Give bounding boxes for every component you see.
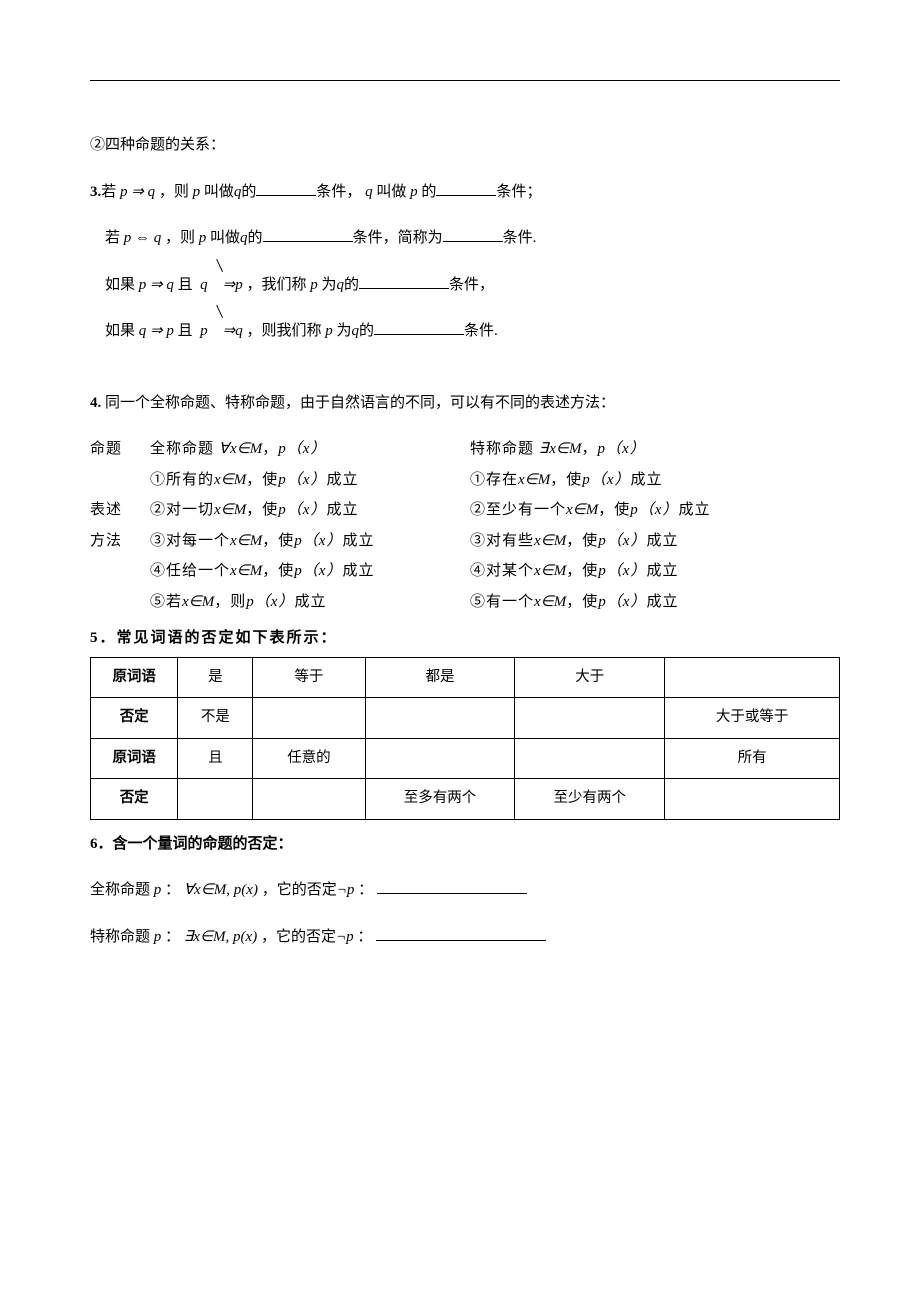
col-label: 命题 — [90, 435, 150, 464]
table-row: 原词语 是 等于 都是 大于 — [91, 657, 840, 698]
item-4-row: 表述 ②对一切x∈M，使p（x）成立 ②至少有一个x∈M，使p（x）成立 — [90, 496, 840, 525]
item-3-line-4: 如果 q ⇒ p 且 p ⇒ q ，则我们称 p 为q的条件. — [90, 317, 840, 346]
item-3-line-2: 若 p ⇔ q ，则 p 叫做q的条件，简称为条件. — [90, 224, 840, 253]
table-row: 否定 不是 大于或等于 — [91, 698, 840, 739]
header-rule — [90, 80, 840, 81]
negation-table: 原词语 是 等于 都是 大于 否定 不是 大于或等于 原词语 且 任意的 所有 … — [90, 657, 840, 820]
item-4-intro: 4. 同一个全称命题、特称命题，由于自然语言的不同，可以有不同的表述方法： — [90, 389, 840, 418]
blank — [359, 273, 449, 289]
item-6-line-1: 全称命题 p ： ∀x∈M, p(x) ，它的否定¬p ： — [90, 876, 840, 905]
item-3-number: 3. — [90, 184, 101, 200]
page-content: ②四种命题的关系： 3.若 p ⇒ q ，则 p 叫做q的条件， q 叫做 p … — [0, 0, 920, 1009]
item-4-row: ④任给一个x∈M，使p（x）成立 ④对某个x∈M，使p（x）成立 — [90, 557, 840, 586]
blank — [436, 180, 496, 196]
not-implies-icon: ⇒ — [208, 271, 236, 300]
item-2: ②四种命题的关系： — [90, 131, 840, 160]
item-6-title: 6．含一个量词的命题的否定： — [90, 830, 840, 859]
blank — [376, 925, 546, 941]
item-3-line-1: 3.若 p ⇒ q ，则 p 叫做q的条件， q 叫做 p 的条件； — [90, 178, 840, 207]
item-4-number: 4. — [90, 395, 101, 411]
blank — [263, 226, 353, 242]
universal-header: 全称命题 ∀x∈M，p（x） — [150, 435, 470, 464]
table-row: 原词语 且 任意的 所有 — [91, 738, 840, 779]
blank — [443, 226, 503, 242]
blank — [374, 319, 464, 335]
item-6-line-2: 特称命题 p ： ∃x∈M, p(x) ，它的否定¬p ： — [90, 923, 840, 952]
item-4-row: ⑤若x∈M，则p（x）成立 ⑤有一个x∈M，使p（x）成立 — [90, 588, 840, 617]
existential-header: 特称命题 ∃x∈M，p（x） — [470, 435, 840, 464]
item-5-title: 5．常见词语的否定如下表所示： — [90, 624, 840, 653]
blank — [256, 180, 316, 196]
item-4-row: ①所有的x∈M，使p（x）成立 ①存在x∈M，使p（x）成立 — [90, 466, 840, 495]
item-4-row: 方法 ③对每一个x∈M，使p（x）成立 ③对有些x∈M，使p（x）成立 — [90, 527, 840, 556]
item-4-header-row: 命题 全称命题 ∀x∈M，p（x） 特称命题 ∃x∈M，p（x） — [90, 435, 840, 464]
table-row: 否定 至多有两个 至少有两个 — [91, 779, 840, 820]
not-implies-icon: ⇒ — [208, 317, 236, 346]
item-2-text: ②四种命题的关系： — [90, 137, 225, 153]
blank — [377, 878, 527, 894]
item-3-line-3: 如果 p ⇒ q 且 q ⇒ p ，我们称 p 为q的条件， — [90, 271, 840, 300]
